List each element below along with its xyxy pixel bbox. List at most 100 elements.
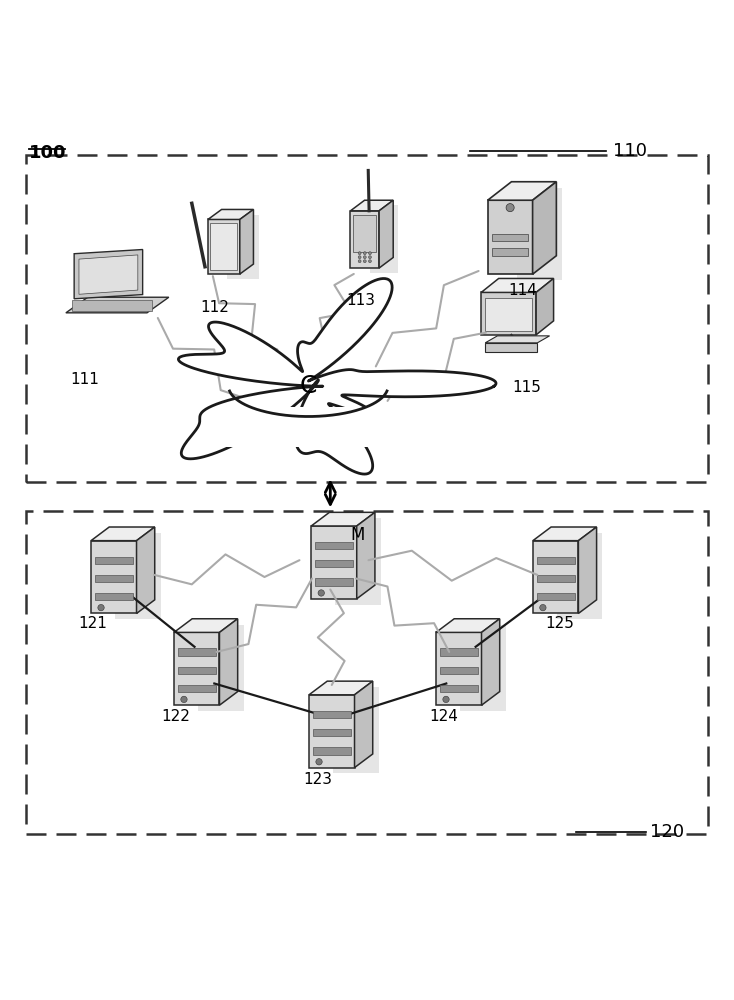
Polygon shape [213,407,404,447]
Polygon shape [137,527,155,613]
Polygon shape [355,681,373,768]
Polygon shape [537,575,575,582]
Polygon shape [178,648,216,656]
Text: M: M [351,526,366,544]
Circle shape [368,252,371,255]
Circle shape [506,204,515,212]
Polygon shape [482,292,536,335]
Circle shape [358,252,361,255]
Polygon shape [487,182,556,200]
Polygon shape [95,593,133,600]
Polygon shape [309,695,355,768]
Polygon shape [493,234,528,241]
Polygon shape [578,527,597,613]
Polygon shape [533,182,556,274]
Polygon shape [178,279,496,474]
Polygon shape [517,188,562,280]
Polygon shape [482,619,500,705]
Polygon shape [485,298,532,331]
Circle shape [363,256,366,259]
Polygon shape [557,533,603,619]
FancyBboxPatch shape [26,511,708,834]
Text: 111: 111 [70,372,99,387]
Polygon shape [485,336,550,343]
Polygon shape [440,667,478,674]
Polygon shape [482,278,553,292]
Polygon shape [357,512,375,599]
FancyBboxPatch shape [26,155,708,482]
Polygon shape [533,541,578,613]
Circle shape [358,260,361,263]
Polygon shape [91,527,155,541]
Circle shape [316,759,322,765]
Text: 123: 123 [303,772,333,787]
Polygon shape [487,200,533,274]
Circle shape [318,590,324,596]
Polygon shape [370,205,399,273]
Polygon shape [440,685,478,692]
Polygon shape [74,250,142,299]
Polygon shape [351,200,393,211]
Text: 112: 112 [200,300,230,315]
Text: 115: 115 [512,380,542,395]
Polygon shape [379,200,393,268]
Polygon shape [536,278,553,335]
Polygon shape [240,209,253,274]
Circle shape [181,696,187,703]
Circle shape [358,256,361,259]
Polygon shape [353,215,377,252]
Polygon shape [460,625,506,711]
Polygon shape [436,619,500,632]
Polygon shape [440,648,478,656]
Polygon shape [533,527,597,541]
Text: C: C [299,374,317,398]
Text: 120: 120 [650,823,683,841]
Polygon shape [315,542,353,549]
Polygon shape [315,560,353,567]
Polygon shape [436,632,482,705]
Polygon shape [174,619,238,632]
Polygon shape [66,297,169,313]
Text: 100: 100 [29,144,67,162]
Polygon shape [537,557,575,564]
Circle shape [98,604,104,611]
Polygon shape [313,729,351,736]
Polygon shape [198,625,244,711]
Circle shape [368,260,371,263]
Text: 121: 121 [79,616,108,631]
Polygon shape [537,593,575,600]
Circle shape [443,696,449,703]
Circle shape [363,260,366,263]
Polygon shape [91,541,137,613]
Polygon shape [309,681,373,695]
Polygon shape [485,343,537,352]
Text: 125: 125 [545,616,574,631]
Text: 122: 122 [161,709,191,724]
Polygon shape [313,711,351,718]
Polygon shape [315,578,353,586]
Polygon shape [174,632,219,705]
Polygon shape [178,667,216,674]
Polygon shape [115,533,161,619]
Polygon shape [493,248,528,256]
Polygon shape [333,687,379,773]
Polygon shape [219,619,238,705]
Text: 113: 113 [346,293,376,308]
Polygon shape [227,215,258,279]
Text: 124: 124 [429,709,459,724]
Polygon shape [211,223,237,270]
Circle shape [539,604,546,611]
Polygon shape [178,685,216,692]
Polygon shape [79,255,138,294]
Circle shape [368,256,371,259]
Polygon shape [95,557,133,564]
Text: 110: 110 [613,142,647,160]
Polygon shape [311,512,375,526]
Polygon shape [208,209,253,219]
Polygon shape [335,518,381,605]
Polygon shape [313,747,351,755]
Polygon shape [311,526,357,599]
Polygon shape [95,575,133,582]
Polygon shape [208,219,240,274]
Polygon shape [71,300,152,311]
